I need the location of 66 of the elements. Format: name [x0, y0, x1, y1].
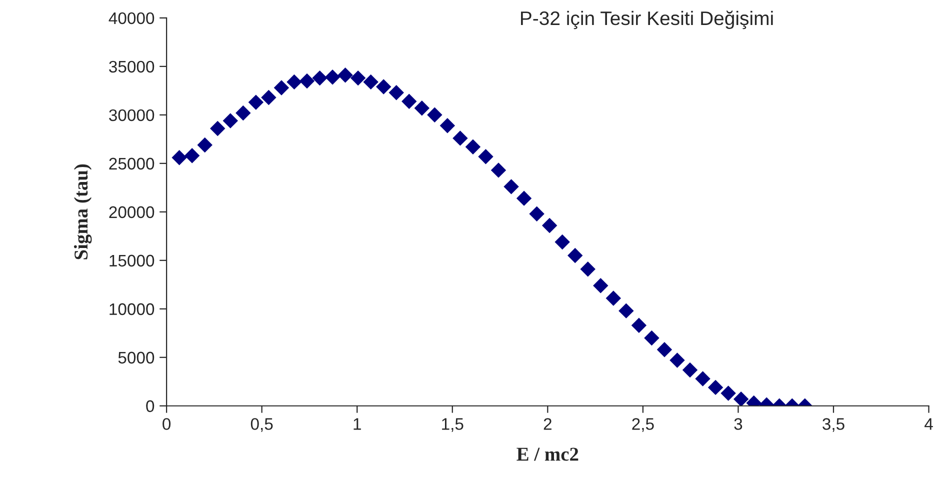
y-tick-label: 5000 — [118, 352, 154, 364]
point — [248, 94, 264, 110]
point — [286, 74, 302, 90]
y-axis-title: Sigma (tau) — [74, 164, 92, 260]
point — [427, 107, 442, 123]
point — [695, 371, 710, 386]
x-tick-label: 1 — [354, 418, 361, 430]
point — [172, 150, 187, 166]
point — [197, 137, 212, 153]
x-tick-label: 0 — [162, 418, 171, 430]
point — [618, 303, 634, 318]
point — [210, 120, 226, 136]
point — [567, 248, 583, 264]
point — [656, 342, 672, 358]
x-tick-label: 2 — [544, 418, 552, 430]
point — [261, 90, 276, 106]
point — [504, 179, 519, 194]
point — [542, 218, 558, 234]
x-axis-title: E / mc2 — [516, 448, 578, 461]
point — [733, 391, 749, 406]
point — [363, 74, 378, 90]
point — [670, 352, 685, 368]
point — [606, 290, 622, 306]
point — [324, 69, 340, 85]
point — [236, 105, 251, 121]
y-tick-label: 30000 — [109, 109, 154, 122]
point — [554, 234, 570, 250]
x-tick-label: 4 — [924, 418, 933, 430]
point — [222, 113, 238, 128]
y-tick-label: 20000 — [109, 206, 154, 218]
point — [184, 148, 200, 164]
x-tick-label: 0,5 — [250, 418, 273, 432]
y-tick-label: 0 — [146, 400, 154, 412]
chart-title: P-32 için Tesir Kesiti Değişimi — [521, 10, 773, 30]
point — [452, 130, 468, 146]
point — [350, 70, 366, 86]
y-tick-label: 25000 — [109, 158, 154, 170]
point — [529, 206, 544, 222]
point — [644, 330, 660, 346]
point — [682, 362, 698, 378]
point — [720, 386, 736, 401]
y-tick-label: 35000 — [109, 60, 154, 73]
point — [376, 79, 392, 94]
point — [490, 162, 506, 178]
point — [478, 149, 494, 164]
point — [388, 85, 404, 100]
y-tick-label: 40000 — [108, 12, 154, 24]
point — [580, 262, 596, 277]
point — [440, 118, 456, 134]
point — [402, 94, 417, 109]
x-tick-label: 2,5 — [632, 418, 654, 432]
y-tick-label: 10000 — [110, 303, 154, 316]
x-tick-label: 3,5 — [822, 418, 844, 432]
point — [299, 73, 315, 89]
point — [274, 80, 290, 96]
point — [312, 70, 328, 86]
point — [631, 318, 647, 333]
y-tick-label: 15000 — [110, 254, 154, 267]
point — [338, 68, 353, 83]
point — [593, 278, 608, 294]
x-tick-label: 1,5 — [442, 418, 464, 432]
point — [516, 190, 532, 206]
x-tick-label: 3 — [734, 418, 742, 430]
point — [708, 380, 724, 396]
point — [465, 139, 481, 155]
point — [414, 100, 430, 116]
